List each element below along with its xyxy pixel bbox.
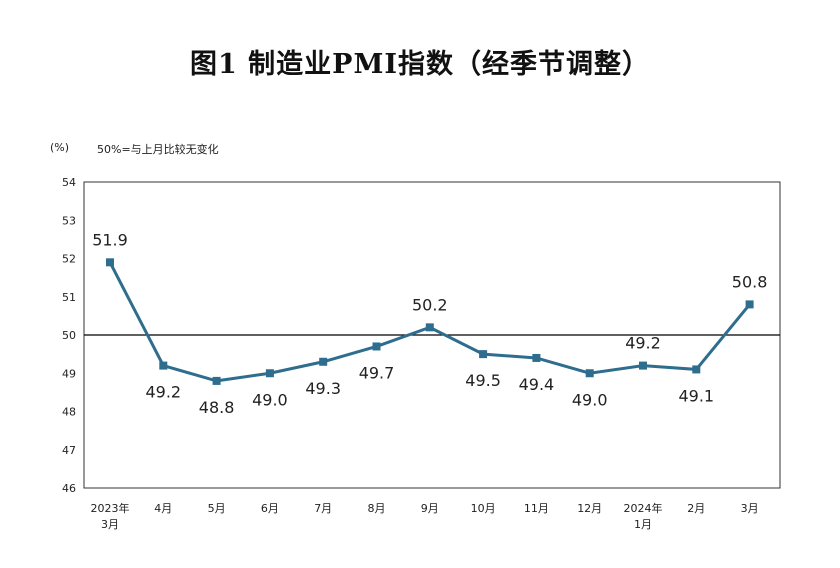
x-tick-label: 8月 <box>368 502 386 515</box>
data-label: 51.9 <box>92 230 128 249</box>
x-tick-label: 10月 <box>471 502 496 515</box>
data-point <box>692 365 701 374</box>
data-label: 49.2 <box>625 334 661 353</box>
x-tick-label: 2024年 1月 <box>624 501 663 531</box>
y-unit-label: (%) <box>50 141 70 154</box>
y-tick-label: 52 <box>62 253 76 266</box>
y-tick-label: 51 <box>62 291 76 304</box>
data-label: 49.4 <box>519 375 555 394</box>
x-tick-label: 4月 <box>154 502 172 515</box>
data-label: 49.1 <box>678 386 714 405</box>
data-point <box>265 369 274 378</box>
y-tick-label: 46 <box>62 482 76 495</box>
y-tick-label: 49 <box>62 367 76 380</box>
data-label: 48.8 <box>199 398 235 417</box>
x-tick-label: 7月 <box>314 502 332 515</box>
pmi-series-line <box>108 261 751 383</box>
x-tick-label: 5月 <box>208 502 226 515</box>
data-point <box>425 323 434 332</box>
x-tick-label: 2月 <box>687 502 705 515</box>
x-tick-label: 11月 <box>524 502 549 515</box>
x-tick-label: 6月 <box>261 502 279 515</box>
chart-title: 图1 制造业PMI指数（经季节调整） <box>189 49 650 80</box>
data-point <box>319 357 328 366</box>
data-label: 49.0 <box>572 390 608 409</box>
y-tick-label: 48 <box>62 406 76 419</box>
chart-note: 50%=与上月比较无变化 <box>97 143 219 156</box>
data-point <box>639 361 647 370</box>
x-tick-label: 9月 <box>421 502 439 515</box>
data-label: 49.7 <box>359 363 395 382</box>
data-point <box>479 350 488 359</box>
y-tick-label: 54 <box>62 176 76 189</box>
x-tick-label: 2023年 3月 <box>91 501 130 531</box>
data-point <box>372 342 381 351</box>
x-tick-label: 3月 <box>741 502 759 515</box>
data-label: 50.8 <box>732 272 768 291</box>
data-point <box>532 353 541 362</box>
data-point <box>159 361 168 370</box>
data-label: 50.2 <box>412 295 448 314</box>
data-point <box>212 376 221 385</box>
data-point <box>745 300 754 309</box>
y-tick-label: 50 <box>62 329 76 342</box>
y-tick-label: 47 <box>62 444 76 457</box>
data-label: 49.3 <box>305 379 341 398</box>
data-label: 49.2 <box>145 383 181 402</box>
data-label: 49.0 <box>252 390 288 409</box>
data-point <box>106 258 114 267</box>
data-point <box>585 369 594 378</box>
x-tick-label: 12月 <box>577 502 602 515</box>
y-tick-label: 53 <box>62 214 76 227</box>
data-label: 49.5 <box>465 371 501 390</box>
